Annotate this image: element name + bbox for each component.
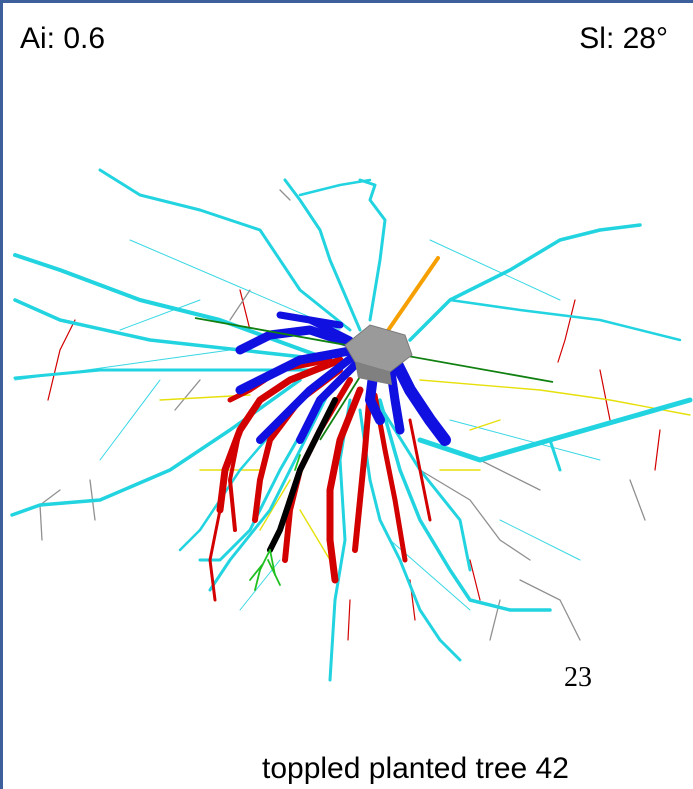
- black-taproot: [267, 397, 338, 553]
- ai-readout: Ai: 0.6: [20, 22, 106, 55]
- fine-cyan-roots: [14, 239, 601, 611]
- green-root-tips: [249, 454, 301, 591]
- cyan-lateral-roots: [10, 168, 693, 682]
- frame-border-left: [0, 0, 3, 789]
- index-number: 23: [564, 662, 592, 693]
- grey-fine-roots: [39, 189, 646, 641]
- sl-readout: Sl: 28°: [579, 22, 668, 55]
- caption: toppled planted tree 42: [262, 752, 569, 785]
- fine-red-roots: [47, 289, 661, 641]
- frame-border-top: [0, 0, 693, 3]
- stump-block: [344, 324, 413, 385]
- blue-deep-roots: [235, 311, 451, 446]
